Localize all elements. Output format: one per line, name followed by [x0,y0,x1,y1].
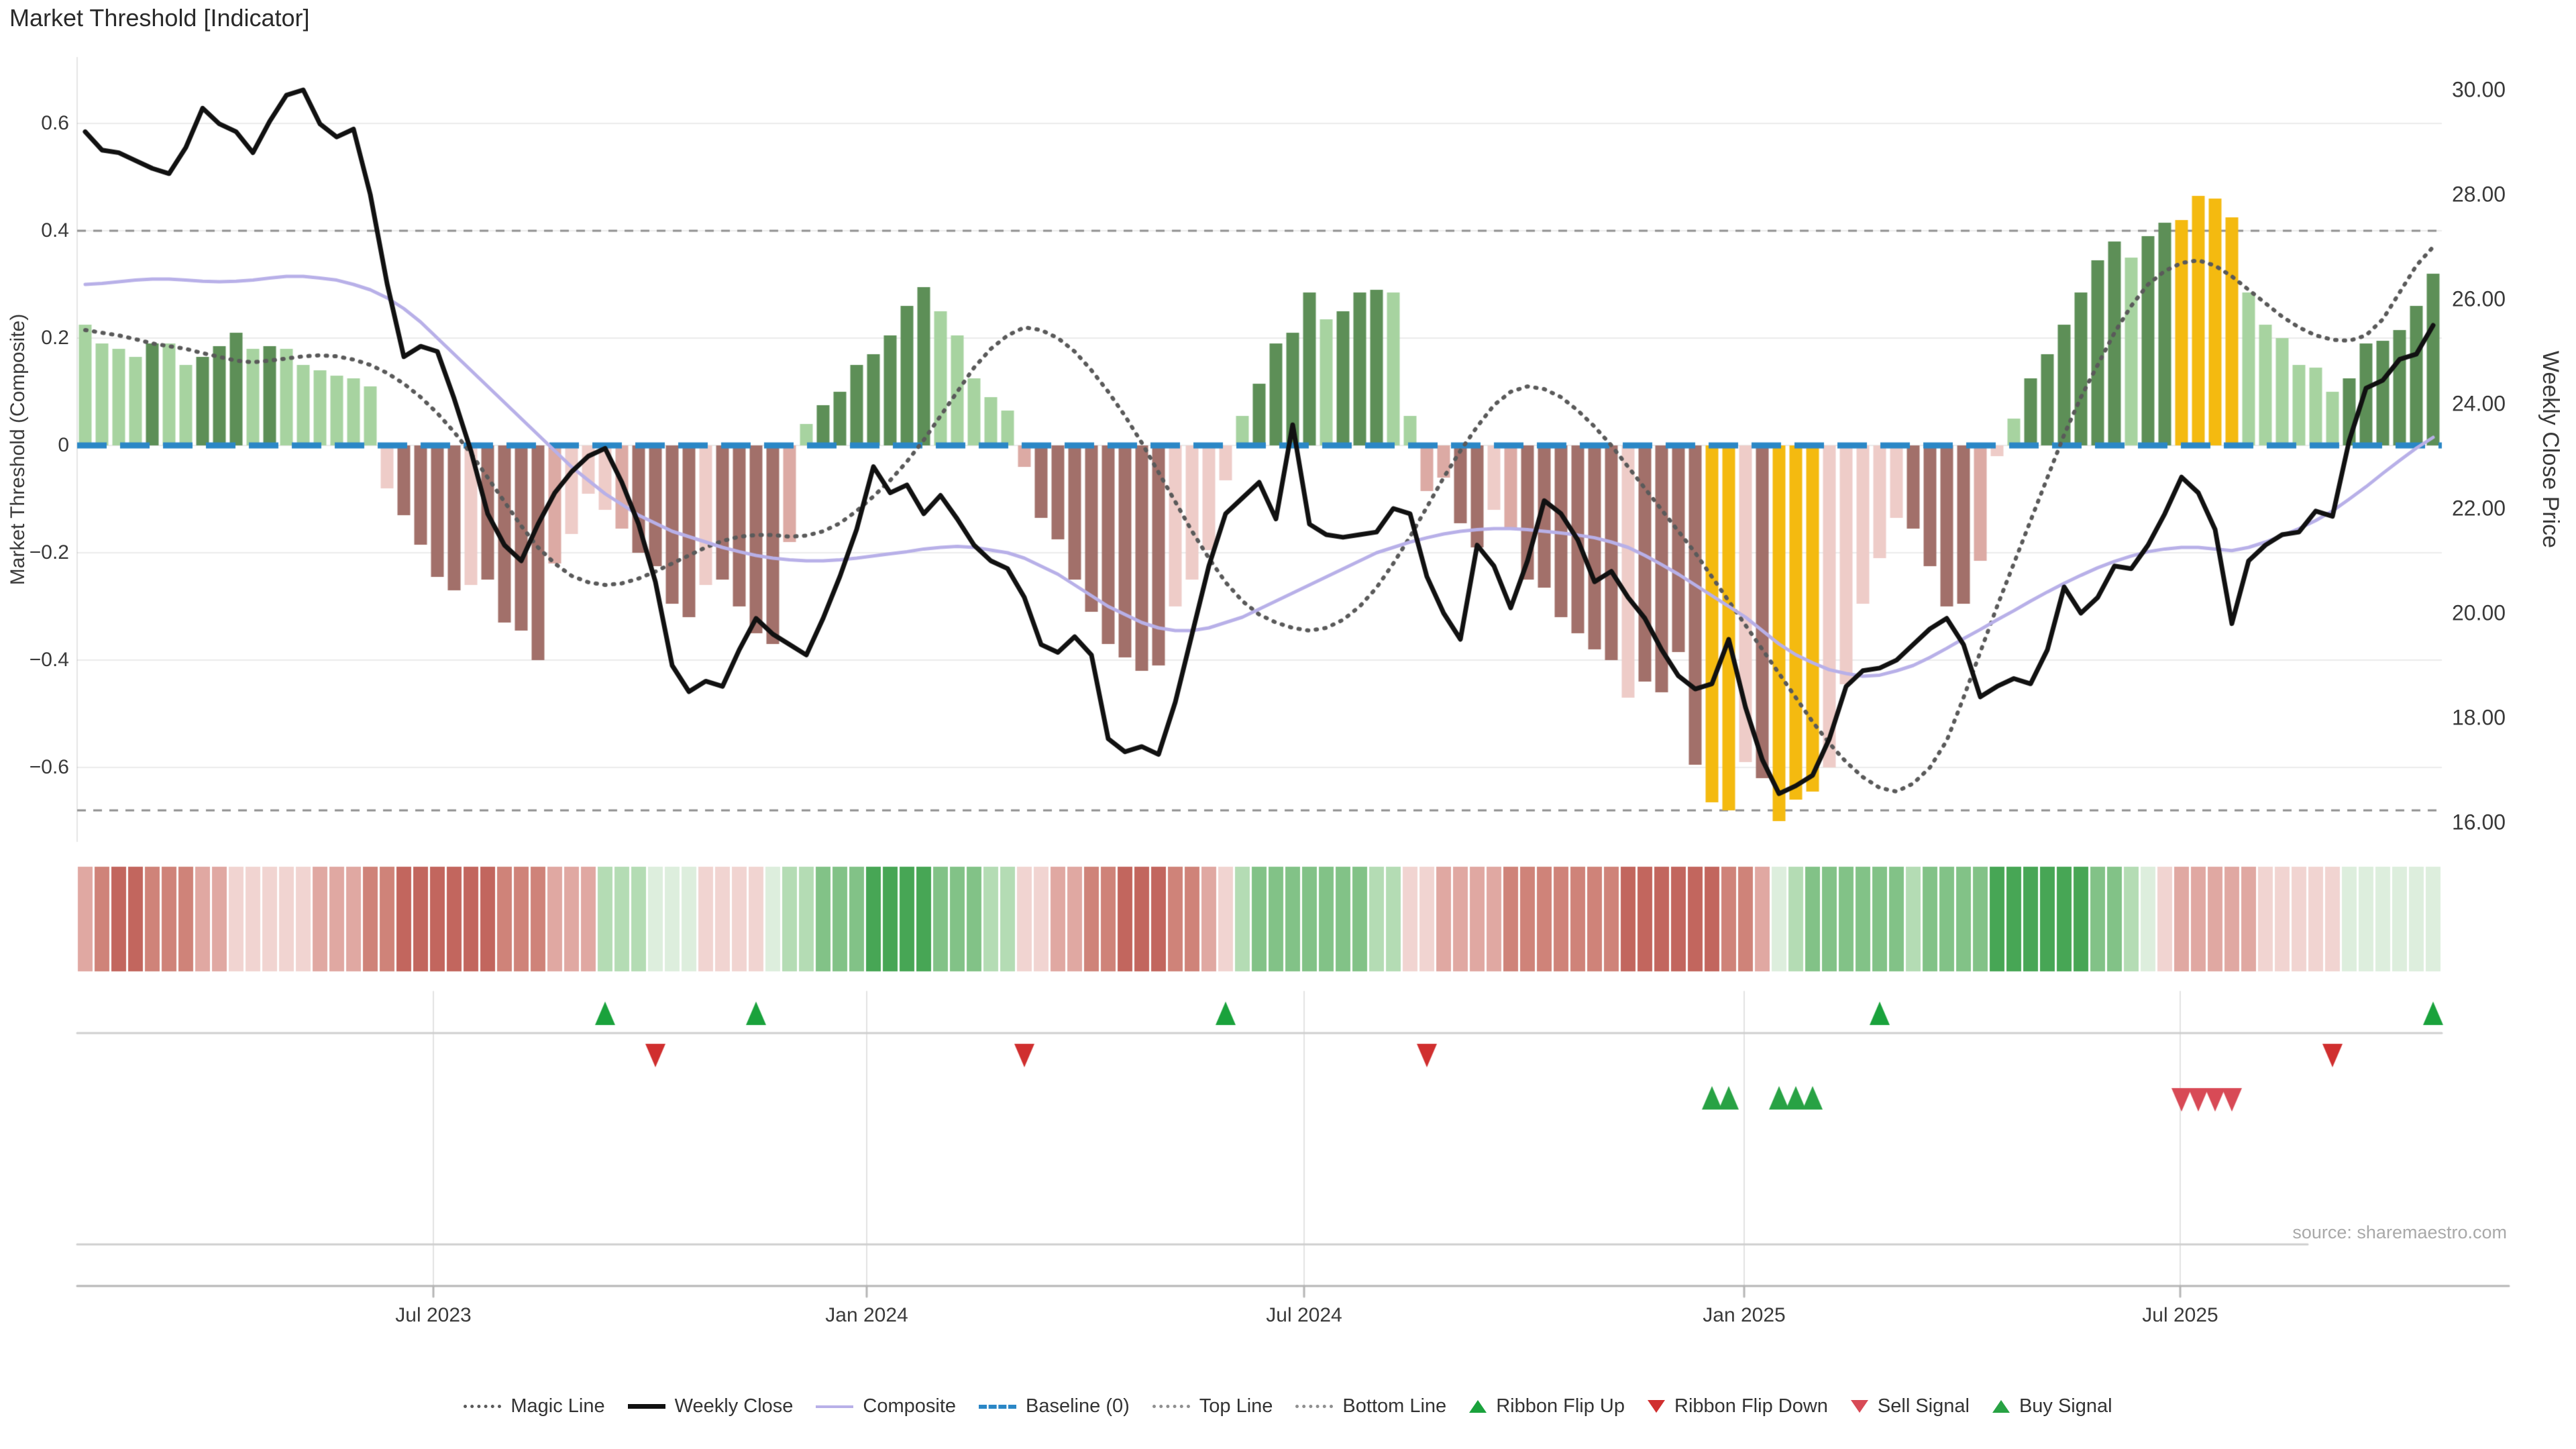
dotted-line-icon [464,1405,502,1408]
dotted-line-icon [1152,1405,1190,1408]
y-axis-title-right: Weekly Close Price [2538,350,2563,549]
y-left-tick-0.2: 0.2 [41,327,69,349]
solid-line-icon [816,1405,854,1408]
chart-legend: Magic Line Weekly Close Composite Baseline … [0,1395,2576,1417]
legend-label: Buy Signal [2019,1395,2112,1417]
legend-item-magic-line[interactable]: Magic Line [464,1395,605,1417]
dashed-line-icon [979,1404,1017,1409]
legend-label: Sell Signal [1877,1395,1970,1417]
solid-thick-line-icon [627,1404,665,1409]
x-tick-jan-2025: Jan 2025 [1703,1304,1786,1326]
y-left-tick-0: 0 [58,434,69,456]
y-left-tick-−0.2: −0.2 [29,541,69,564]
legend-label: Top Line [1199,1395,1273,1417]
legend-item-top-line[interactable]: Top Line [1152,1395,1273,1417]
legend-label: Bottom Line [1342,1395,1447,1417]
legend-label: Magic Line [511,1395,605,1417]
legend-label: Ribbon Flip Up [1496,1395,1625,1417]
y-left-tick-−0.4: −0.4 [29,649,69,671]
legend-label: Composite [863,1395,957,1417]
legend-label: Weekly Close [674,1395,794,1417]
page-title: Market Threshold [Indicator] [9,4,310,32]
legend-item-ribbon-flip-down[interactable]: Ribbon Flip Down [1648,1395,1828,1417]
triangle-up-icon [1469,1400,1487,1413]
y-right-tick-18.00: 18.00 [2452,705,2506,730]
dotted-line-icon [1295,1405,1334,1408]
x-tick-jul-2025: Jul 2025 [2142,1304,2218,1326]
y-right-tick-28.00: 28.00 [2452,182,2506,207]
y-right-tick-16.00: 16.00 [2452,810,2506,835]
legend-item-weekly-close[interactable]: Weekly Close [627,1395,794,1417]
legend-item-sell-signal[interactable]: Sell Signal [1850,1395,1970,1417]
legend-item-ribbon-flip-up[interactable]: Ribbon Flip Up [1469,1395,1625,1417]
y-right-tick-20.00: 20.00 [2452,600,2506,625]
legend-label: Baseline (0) [1026,1395,1130,1417]
y-left-tick-0.6: 0.6 [41,112,69,134]
y-right-tick-30.00: 30.00 [2452,77,2506,102]
source-attribution: source: sharemaestro.com [2292,1222,2507,1242]
x-tick-jul-2023: Jul 2023 [395,1304,472,1326]
triangle-up-icon [1992,1400,2010,1413]
y-right-tick-24.00: 24.00 [2452,391,2506,416]
triangle-down-icon [1850,1400,1868,1413]
x-tick-jan-2024: Jan 2024 [825,1304,908,1326]
y-axis-title-left: Market Threshold (Composite) [7,313,29,586]
triangle-down-icon [1648,1400,1666,1413]
x-tick-jul-2024: Jul 2024 [1266,1304,1342,1326]
legend-item-buy-signal[interactable]: Buy Signal [1992,1395,2112,1417]
legend-item-baseline--0-[interactable]: Baseline (0) [979,1395,1130,1417]
y-left-tick-−0.6: −0.6 [29,756,69,778]
legend-item-bottom-line[interactable]: Bottom Line [1295,1395,1446,1417]
y-right-tick-26.00: 26.00 [2452,286,2506,311]
y-right-tick-22.00: 22.00 [2452,496,2506,521]
legend-label: Ribbon Flip Down [1674,1395,1828,1417]
legend-item-composite[interactable]: Composite [816,1395,956,1417]
y-left-tick-0.4: 0.4 [41,219,69,241]
